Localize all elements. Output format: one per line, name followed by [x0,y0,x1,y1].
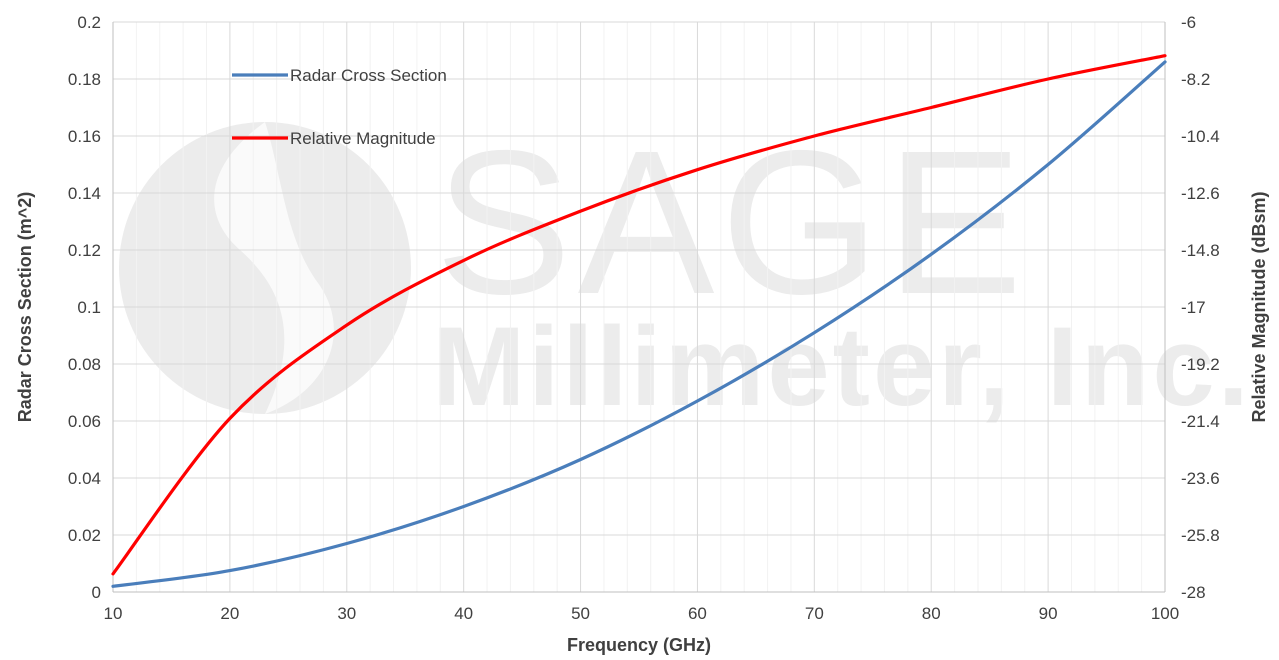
legend: Radar Cross Section Relative Magnitude [232,66,447,148]
y2-tick-label: -23.6 [1181,469,1220,488]
y-tick-label: 0.02 [68,526,101,545]
series-line-radar-cross-section [111,60,1167,588]
x-tick-label: 60 [688,604,707,623]
y2-tick-label: -6 [1181,13,1196,32]
y2-tick-label: -28 [1181,583,1206,602]
y-tick-label: 0.18 [68,70,101,89]
x-tick-label: 100 [1151,604,1179,623]
y-tick-label: 0 [92,583,101,602]
y-tick-label: 0.2 [77,13,101,32]
y2-axis-title: Relative Magnitude (dBsm) [1249,191,1269,422]
axes [112,22,1166,593]
watermark-line1: SAGE [435,108,1029,337]
watermark-logo: SAGE Millimeter, Inc. [119,108,1252,429]
x-tick-label: 80 [922,604,941,623]
y2-tick-label: -10.4 [1181,127,1220,146]
x-tick-label: 20 [220,604,239,623]
y2-tick-label: -21.4 [1181,412,1220,431]
y2-tick-label: -14.8 [1181,241,1220,260]
y2-tick-label: -25.8 [1181,526,1220,545]
x-tick-label: 50 [571,604,590,623]
y-tick-label: 0.12 [68,241,101,260]
tick-labels: 10 20 30 40 50 60 70 80 90 100 0 -28 0.02 -25.8 0.04 -2… [68,13,1220,623]
y-tick-label: 0.04 [68,469,101,488]
series-line-relative-magnitude [111,54,1167,576]
y-tick-label: 0.08 [68,355,101,374]
y2-tick-label: -8.2 [1181,70,1210,89]
series-lines [111,54,1167,588]
x-tick-label: 70 [805,604,824,623]
y-tick-label: 0.14 [68,184,101,203]
y-tick-label: 0.1 [77,298,101,317]
watermark-line2: Millimeter, Inc. [432,304,1252,429]
y2-tick-label: -17 [1181,298,1206,317]
y-axis-title: Radar Cross Section (m^2) [15,192,35,423]
x-tick-label: 90 [1039,604,1058,623]
legend-label-relative-magnitude: Relative Magnitude [290,129,436,148]
x-axis-title: Frequency (GHz) [567,635,711,655]
legend-label-radar-cross-section: Radar Cross Section [290,66,447,85]
y2-tick-label: -12.6 [1181,184,1220,203]
y-tick-label: 0.06 [68,412,101,431]
x-tick-label: 30 [337,604,356,623]
x-tick-label: 40 [454,604,473,623]
x-tick-label: 10 [104,604,123,623]
y2-tick-label: -19.2 [1181,355,1220,374]
watermark-logo-swirl [214,122,334,414]
y-tick-label: 0.16 [68,127,101,146]
